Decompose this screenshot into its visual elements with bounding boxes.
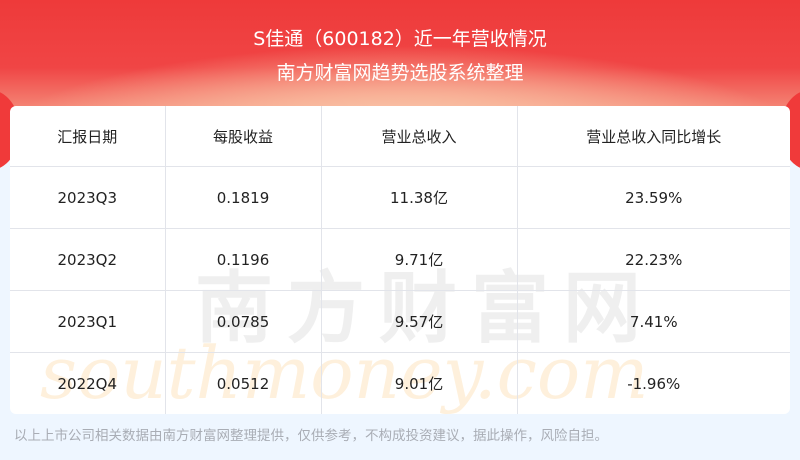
table-row: 2022Q4 0.0512 9.01亿 -1.96%: [10, 352, 790, 414]
column-header: 汇报日期: [10, 106, 166, 167]
page-title: S佳通（600182）近一年营收情况: [253, 28, 547, 50]
column-header: 营业总收入: [321, 106, 518, 167]
table-cell: 9.71亿: [321, 228, 518, 291]
table-cell: 9.01亿: [321, 352, 518, 414]
table-cell: 2023Q3: [10, 166, 166, 229]
column-header: 营业总收入同比增长: [517, 106, 790, 167]
table-cell: 2023Q1: [10, 290, 166, 353]
table-row: 2023Q2 0.1196 9.71亿 22.23%: [10, 228, 790, 291]
table-cell: 2022Q4: [10, 352, 166, 414]
table-cell: 2023Q2: [10, 228, 166, 291]
table-cell: 0.0512: [165, 352, 322, 414]
table-row: 2023Q3 0.1819 11.38亿 23.59%: [10, 166, 790, 229]
column-header: 每股收益: [165, 106, 322, 167]
table-cell: 0.0785: [165, 290, 322, 353]
data-table-card: 南方财富网 southmoney.com 汇报日期 每股收益 营业总收入 营业总…: [10, 106, 790, 414]
disclaimer: 以上上市公司相关数据由南方财富网整理提供，仅供参考，不构成投资建议，据此操作，风…: [14, 428, 608, 444]
table-cell: 22.23%: [517, 228, 790, 291]
table-cell: 0.1819: [165, 166, 322, 229]
table-cell: 9.57亿: [321, 290, 518, 353]
table-cell: -1.96%: [627, 374, 681, 393]
table-cell: 7.41%: [517, 290, 790, 353]
revenue-table: 汇报日期 每股收益 营业总收入 营业总收入同比增长 2023Q3 0.1819 11…: [10, 106, 790, 414]
table-row: 2023Q1 0.0785 9.57亿 7.41%: [10, 290, 790, 353]
table-cell: 23.59%: [517, 166, 790, 229]
table-header-row: 汇报日期 每股收益 营业总收入 营业总收入同比增长: [10, 106, 790, 167]
page-subtitle: 南方财富网趋势选股系统整理: [276, 62, 524, 84]
table-cell: 0.1196: [165, 228, 322, 291]
table-cell: 11.38亿: [321, 166, 518, 229]
